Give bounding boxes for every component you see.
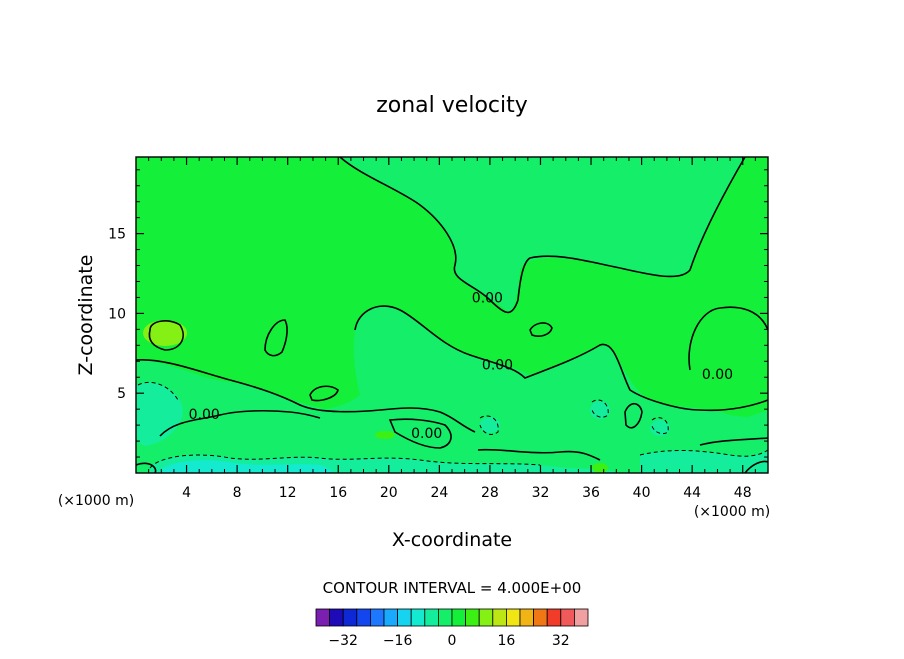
chart-title: zonal velocity bbox=[376, 93, 528, 118]
negative-band-deep bbox=[160, 460, 332, 473]
colorbar-swatch bbox=[369, 608, 385, 627]
x-unit-label-left: (×1000 m) bbox=[58, 493, 134, 509]
negative-contour bbox=[651, 417, 669, 435]
colorbar-swatch bbox=[451, 608, 467, 627]
zero-contour bbox=[135, 359, 476, 433]
negative-contour bbox=[591, 399, 609, 418]
zero-contour bbox=[477, 448, 601, 461]
colorbar-swatch bbox=[383, 608, 399, 627]
zero-contour bbox=[354, 305, 769, 412]
negative-blob bbox=[650, 420, 670, 436]
colorbar-swatch bbox=[424, 608, 439, 627]
x-axis-ticks: 4 8 12 16 20 24 28 32 36 40 44 48 bbox=[148, 157, 756, 501]
zero-contour bbox=[699, 437, 769, 446]
x-tick-label: 40 bbox=[633, 485, 651, 501]
positive-blob bbox=[143, 320, 187, 346]
colorbar-swatch bbox=[397, 608, 412, 627]
colorbar-swatch bbox=[560, 608, 575, 627]
colorbar-swatch bbox=[410, 608, 426, 627]
contour-labels: 0.00 0.00 0.00 0.00 0.00 bbox=[189, 290, 733, 442]
negative-band bbox=[136, 382, 183, 446]
negative-contour bbox=[149, 454, 541, 469]
colorbar-tick-label: 16 bbox=[497, 633, 515, 649]
negative-contour bbox=[479, 415, 499, 435]
colorbar-swatch bbox=[505, 608, 521, 627]
x-tick-label: 20 bbox=[380, 485, 398, 501]
colorbar-swatch bbox=[356, 608, 371, 627]
contour-label: 0.00 bbox=[702, 367, 733, 383]
x-unit-label-right: (×1000 m) bbox=[694, 504, 770, 520]
central-pocket bbox=[136, 306, 768, 473]
x-tick-label: 44 bbox=[683, 485, 701, 501]
zero-contour bbox=[159, 409, 321, 437]
colorbar-swatch bbox=[465, 608, 480, 627]
colorbar-swatch bbox=[519, 608, 535, 627]
zero-contour bbox=[744, 460, 769, 474]
x-tick-label: 28 bbox=[481, 485, 499, 501]
negative-contour-lines bbox=[137, 381, 769, 469]
positive-blob bbox=[375, 431, 395, 439]
x-tick-label: 36 bbox=[582, 485, 600, 501]
zero-contour bbox=[135, 462, 157, 474]
y-tick-label: 10 bbox=[108, 306, 126, 322]
colorbar-swatch bbox=[315, 608, 331, 627]
plot-area: 0.00 0.00 0.00 0.00 0.00 bbox=[135, 156, 769, 474]
x-tick-label: 48 bbox=[734, 485, 752, 501]
x-tick-label: 8 bbox=[233, 485, 242, 501]
contour-interval-text: CONTOUR INTERVAL = 4.000E+00 bbox=[323, 579, 582, 597]
colorbar-tick-label: −16 bbox=[383, 633, 413, 649]
negative-contour bbox=[639, 449, 769, 457]
colorbar-ticks: −32 −16 0 16 32 bbox=[328, 633, 569, 649]
colorbar-swatch bbox=[342, 608, 358, 627]
y-axis-ticks: 5 10 15 bbox=[108, 169, 768, 458]
contour-label: 0.00 bbox=[472, 290, 503, 306]
zero-contour bbox=[388, 418, 452, 449]
negative-band bbox=[640, 450, 768, 473]
zero-contour bbox=[148, 320, 184, 351]
contour-label: 0.00 bbox=[411, 426, 442, 442]
colorbar-tick-label: −32 bbox=[328, 633, 358, 649]
y-tick-label: 5 bbox=[117, 386, 126, 402]
zero-contour bbox=[309, 385, 339, 402]
colorbar-swatch bbox=[546, 608, 562, 627]
x-tick-label: 16 bbox=[329, 485, 347, 501]
colorbar-swatch bbox=[478, 608, 494, 627]
x-tick-label: 32 bbox=[532, 485, 550, 501]
zero-contour bbox=[264, 319, 288, 357]
y-tick-label: 15 bbox=[108, 227, 126, 243]
contour-lines bbox=[135, 156, 769, 474]
y-axis-label: Z-coordinate bbox=[75, 255, 97, 376]
colorbar-swatch bbox=[437, 608, 453, 627]
zero-contour bbox=[688, 306, 769, 371]
zero-contour bbox=[339, 156, 746, 314]
colorbar-swatch bbox=[574, 608, 589, 627]
colorbar-swatch bbox=[533, 608, 548, 627]
zero-contour bbox=[529, 322, 553, 337]
x-tick-label: 4 bbox=[182, 485, 191, 501]
contour-label: 0.00 bbox=[482, 357, 513, 373]
zero-contour bbox=[624, 402, 643, 429]
negative-contour bbox=[137, 381, 179, 401]
colorbar-tick-label: 0 bbox=[448, 633, 457, 649]
colorbar-swatch bbox=[329, 608, 344, 627]
x-tick-label: 12 bbox=[279, 485, 297, 501]
colorbar-swatch bbox=[492, 608, 507, 627]
x-axis-label: X-coordinate bbox=[392, 529, 512, 551]
contour-label: 0.00 bbox=[189, 407, 220, 423]
positive-blob bbox=[592, 463, 608, 473]
negative-blob bbox=[590, 401, 610, 419]
colorbar-tick-label: 32 bbox=[552, 633, 570, 649]
negative-blob bbox=[480, 417, 500, 433]
x-tick-label: 24 bbox=[430, 485, 448, 501]
colorbar bbox=[315, 608, 589, 627]
